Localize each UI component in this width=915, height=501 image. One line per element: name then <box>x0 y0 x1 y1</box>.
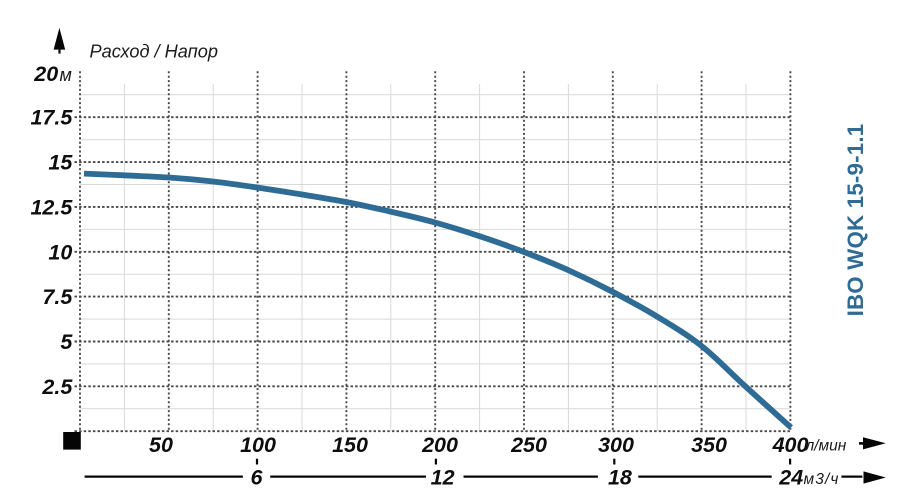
svg-text:6: 6 <box>251 465 264 489</box>
svg-text:20: 20 <box>33 62 58 86</box>
svg-text:18: 18 <box>608 465 632 489</box>
svg-text:7.5: 7.5 <box>42 285 73 309</box>
svg-text:2.5: 2.5 <box>41 375 73 399</box>
svg-text:м3/ч: м3/ч <box>804 471 840 488</box>
svg-text:50: 50 <box>149 433 173 457</box>
svg-text:24: 24 <box>778 465 803 489</box>
svg-text:5: 5 <box>60 330 73 354</box>
svg-text:350: 350 <box>691 433 727 457</box>
svg-text:10: 10 <box>48 240 72 264</box>
svg-text:17.5: 17.5 <box>30 106 73 130</box>
svg-text:100: 100 <box>240 433 276 457</box>
svg-text:м: м <box>59 65 71 85</box>
svg-text:300: 300 <box>598 433 634 457</box>
svg-text:л/мин: л/мин <box>805 438 847 455</box>
svg-text:200: 200 <box>421 433 458 457</box>
svg-text:400: 400 <box>772 433 809 457</box>
svg-text:IBO WQK 15-9-1.1: IBO WQK 15-9-1.1 <box>843 124 868 317</box>
svg-text:150: 150 <box>332 433 368 457</box>
svg-text:12.5: 12.5 <box>30 195 73 219</box>
svg-text:15: 15 <box>48 151 73 175</box>
svg-text:Расход / Напор: Расход / Напор <box>90 41 218 61</box>
svg-text:250: 250 <box>510 433 547 457</box>
svg-text:12: 12 <box>431 465 455 489</box>
